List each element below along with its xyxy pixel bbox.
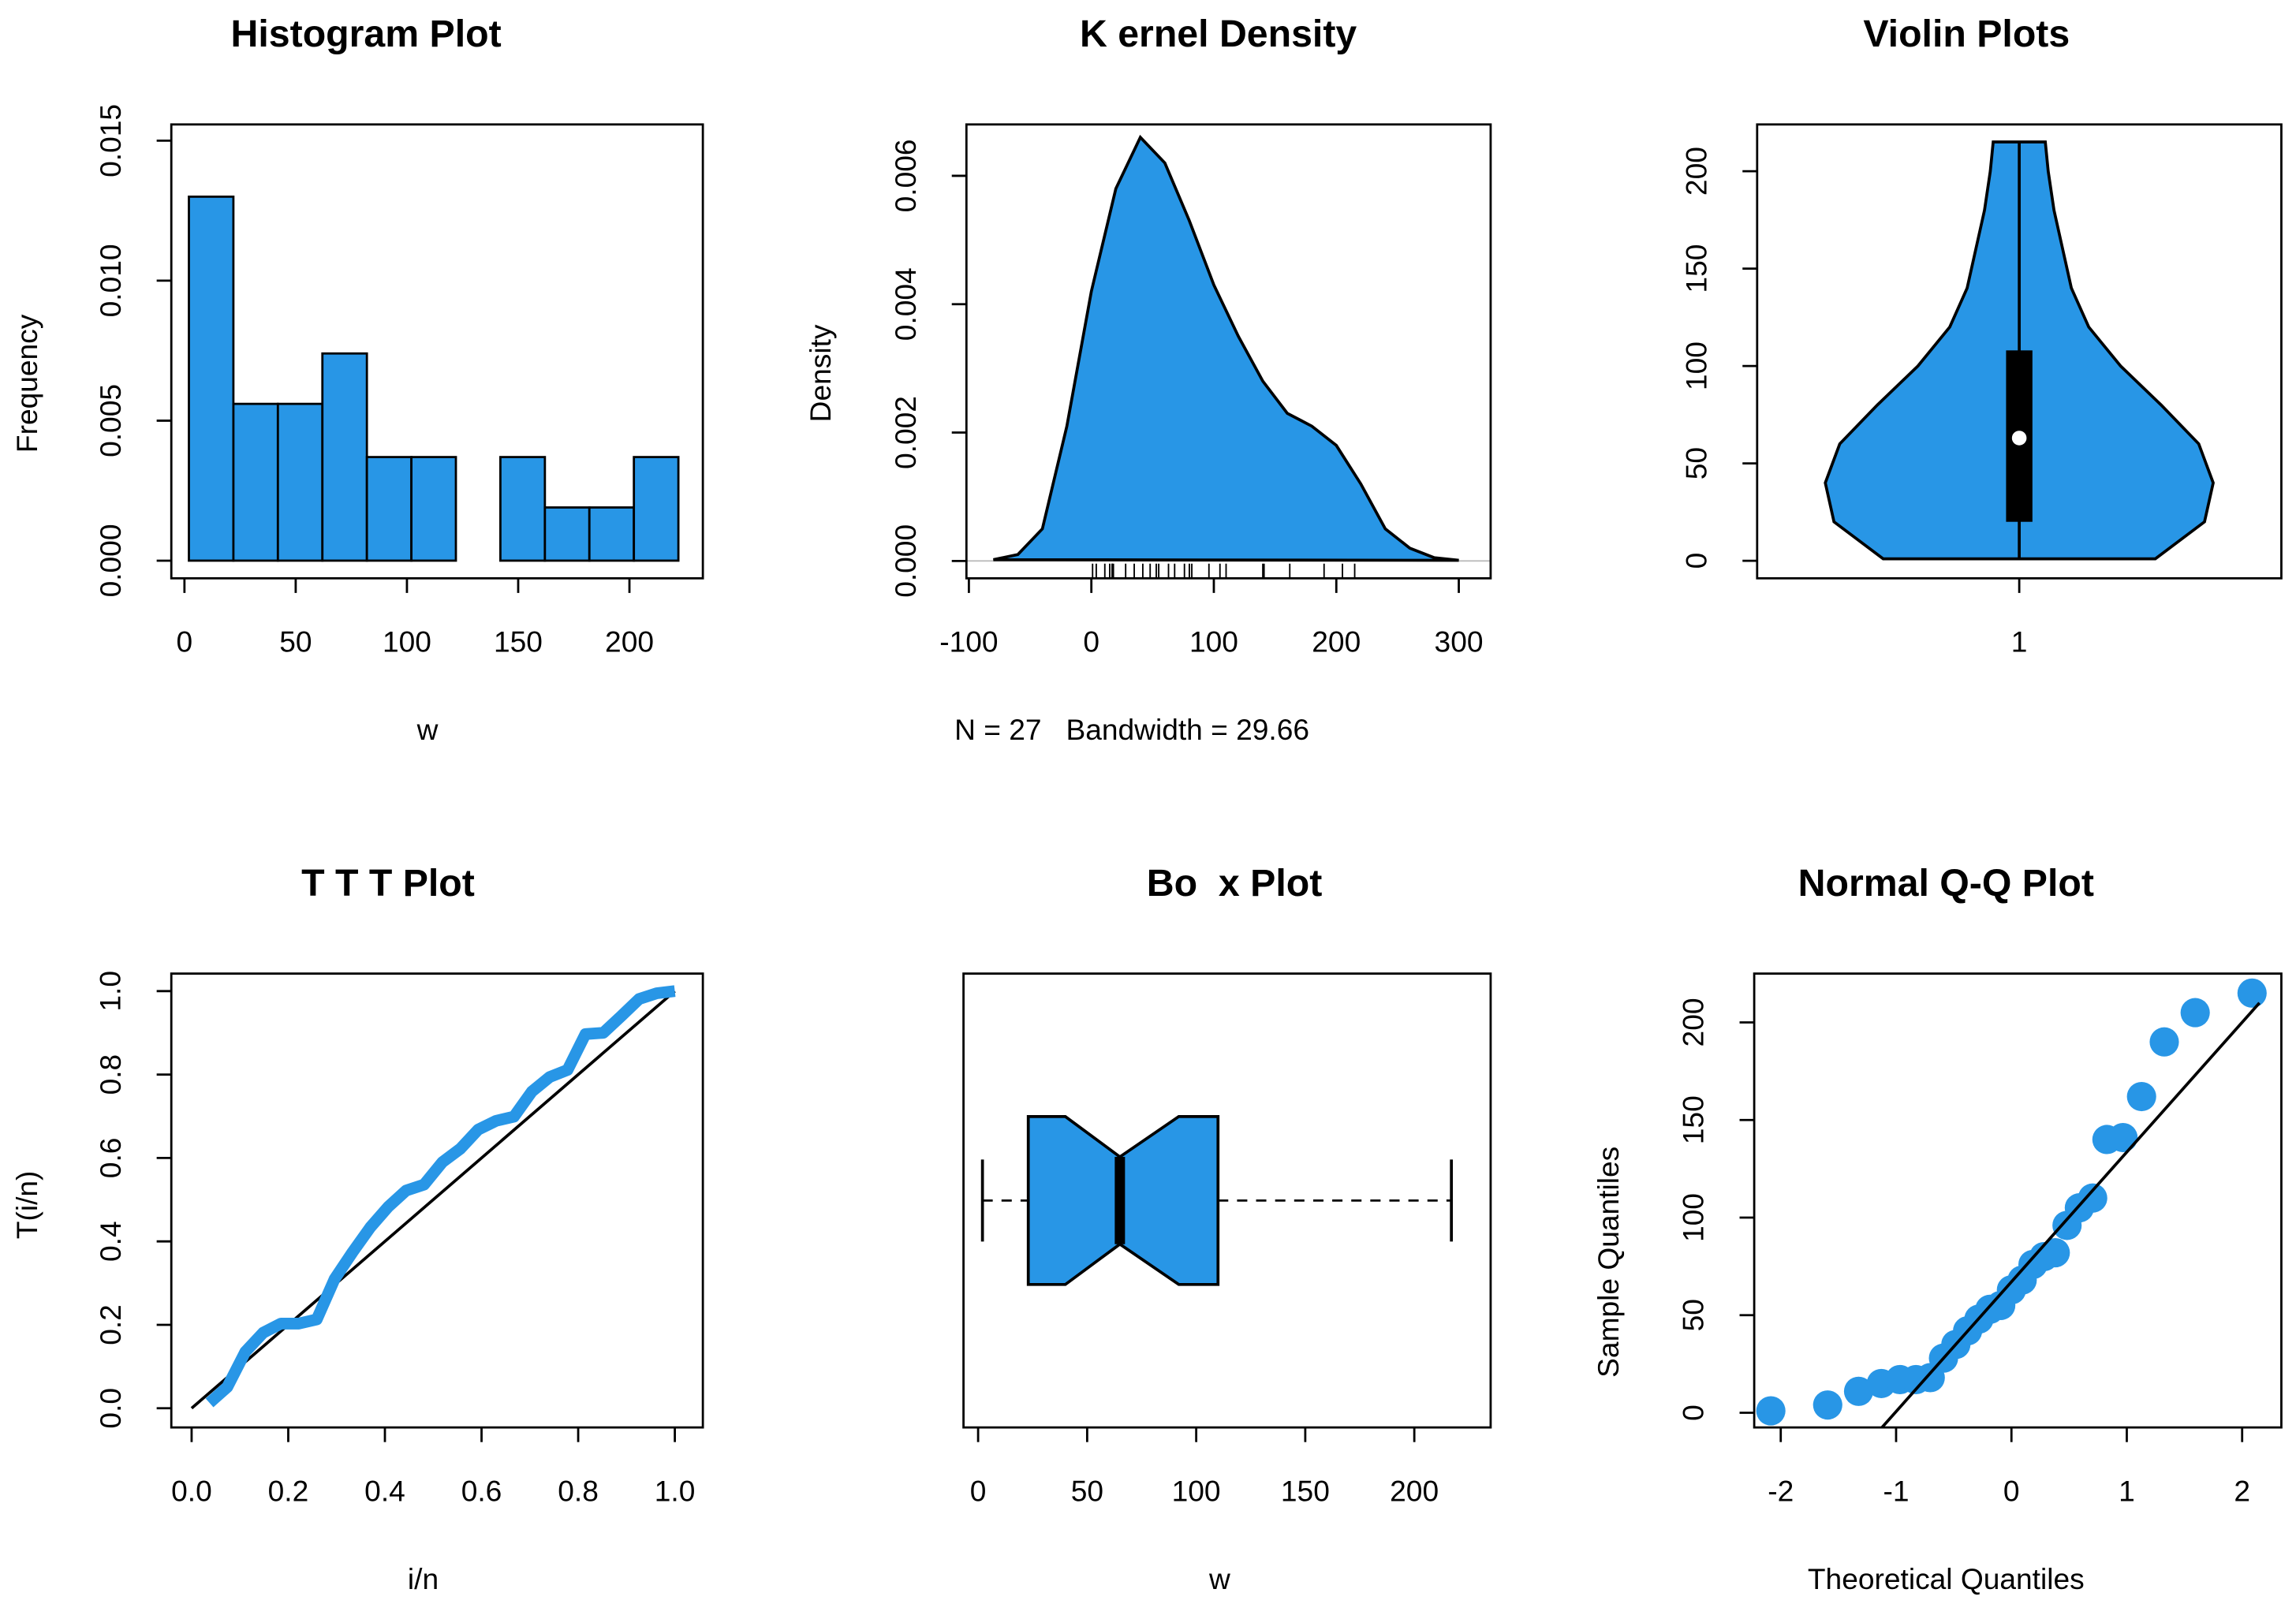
x-tick-label: 200 [605, 625, 654, 658]
y-tick-label: 0.4 [94, 1221, 127, 1262]
chart-title: Bo x Plot [1147, 862, 1322, 905]
x-tick-label: 100 [1189, 625, 1238, 658]
bar [499, 456, 547, 562]
y-tick-label: 0.000 [94, 524, 127, 598]
y-tick-label: 50 [1679, 447, 1712, 479]
x-tick-label: 0.6 [461, 1474, 502, 1507]
x-tick-label: 1 [2119, 1474, 2135, 1507]
x-tick-label: 100 [383, 625, 431, 658]
y-tick-label: 0.2 [94, 1304, 127, 1345]
x-axis-label: w [416, 713, 439, 746]
y-tick-label: 100 [1677, 1193, 1710, 1242]
x-tick-label: -1 [1883, 1474, 1909, 1507]
bar [410, 456, 457, 562]
y-axis-label: Frequency [10, 314, 43, 453]
chart-title: T T T Plot [301, 862, 475, 905]
bar [321, 352, 368, 562]
y-tick-label: 0 [1677, 1404, 1710, 1421]
y-tick-label: 1.0 [94, 971, 127, 1012]
bar [232, 402, 279, 562]
ttt-line [205, 985, 676, 1408]
x-tick-label: 0 [1083, 625, 1099, 658]
y-tick-label: 200 [1677, 998, 1710, 1046]
x-tick-label: 50 [1071, 1474, 1103, 1507]
y-tick-label: 0.0 [94, 1388, 127, 1429]
x-axis-label: w [1208, 1562, 1230, 1595]
y-tick-label: 0.8 [94, 1054, 127, 1095]
y-axis-label: Sample Quantiles [1592, 1147, 1625, 1378]
point [2078, 1183, 2107, 1213]
reference-line [190, 990, 676, 1410]
plot-frame [170, 123, 704, 580]
bar [543, 506, 591, 562]
median [2011, 431, 2027, 446]
x-tick-label: -2 [1768, 1474, 1794, 1507]
y-axis-label: Density [804, 324, 837, 422]
point [1843, 1376, 1874, 1406]
x-axis-label: Theoretical Quantiles [1808, 1562, 2085, 1595]
chart-title: Histogram Plot [231, 13, 502, 55]
x-tick-label: 300 [1435, 625, 1484, 658]
x-tick-label: 0 [970, 1474, 987, 1507]
y-tick-label: 0.6 [94, 1138, 127, 1179]
x-tick-label: 0 [177, 625, 193, 658]
bar [633, 456, 680, 562]
plot-frame [962, 972, 1492, 1429]
plot-frame [1753, 972, 2283, 1429]
y-tick-label: 0.006 [889, 139, 922, 212]
chart-title: K ernel Density [1080, 13, 1357, 55]
bar [588, 506, 636, 562]
point [2108, 1122, 2138, 1153]
plot-frame [170, 972, 704, 1429]
y-tick-label: 0.010 [94, 244, 127, 317]
y-tick-label: 200 [1679, 147, 1712, 196]
x-tick-label: 0.4 [364, 1474, 405, 1507]
bar [365, 456, 413, 562]
point [2180, 998, 2210, 1028]
y-tick-label: 0.005 [94, 384, 127, 457]
y-axis-label: T(i/n) [10, 1171, 43, 1240]
point [2126, 1081, 2156, 1112]
point [2237, 978, 2267, 1008]
x-tick-label: 0 [2003, 1474, 2020, 1507]
y-tick-label: 0.002 [889, 396, 922, 469]
chart-title: Normal Q-Q Plot [1798, 862, 2094, 905]
x-tick-label: 200 [1390, 1474, 1439, 1507]
plot-frame [965, 123, 1492, 580]
bar [276, 402, 324, 562]
x-tick-label: 150 [494, 625, 543, 658]
x-tick-label: 0.2 [268, 1474, 309, 1507]
x-tick-label: 2 [2234, 1474, 2250, 1507]
x-tick-label: 100 [1172, 1474, 1221, 1507]
bar [188, 196, 235, 562]
x-tick-label: 0.8 [558, 1474, 599, 1507]
x-tick-label: 150 [1281, 1474, 1330, 1507]
subtitle: N = 27 Bandwidth = 29.66 [954, 713, 1309, 746]
x-tick-label: 50 [279, 625, 312, 658]
x-tick-label: 200 [1312, 625, 1361, 658]
qq-line [1880, 1002, 2261, 1428]
y-tick-label: 0 [1679, 553, 1712, 569]
x-axis-label: i/n [408, 1562, 439, 1595]
x-tick-label: 1.0 [655, 1474, 696, 1507]
y-tick-label: 150 [1679, 244, 1712, 293]
y-tick-label: 100 [1679, 341, 1712, 390]
y-tick-label: 0.004 [889, 267, 922, 341]
y-tick-label: 0.000 [889, 524, 922, 598]
point [1813, 1390, 1842, 1420]
y-tick-label: 150 [1677, 1095, 1710, 1144]
plot-frame [1756, 123, 2283, 580]
x-tick-label: 0.0 [171, 1474, 212, 1507]
x-tick-label: 1 [2011, 625, 2028, 658]
y-tick-label: 50 [1677, 1299, 1710, 1331]
x-tick-label: -100 [939, 625, 998, 658]
point [2149, 1027, 2179, 1057]
chart-title: Violin Plots [1863, 13, 2070, 55]
y-tick-label: 0.015 [94, 104, 127, 177]
density-area [993, 134, 1459, 562]
point [1756, 1396, 1786, 1426]
point [2040, 1237, 2070, 1268]
